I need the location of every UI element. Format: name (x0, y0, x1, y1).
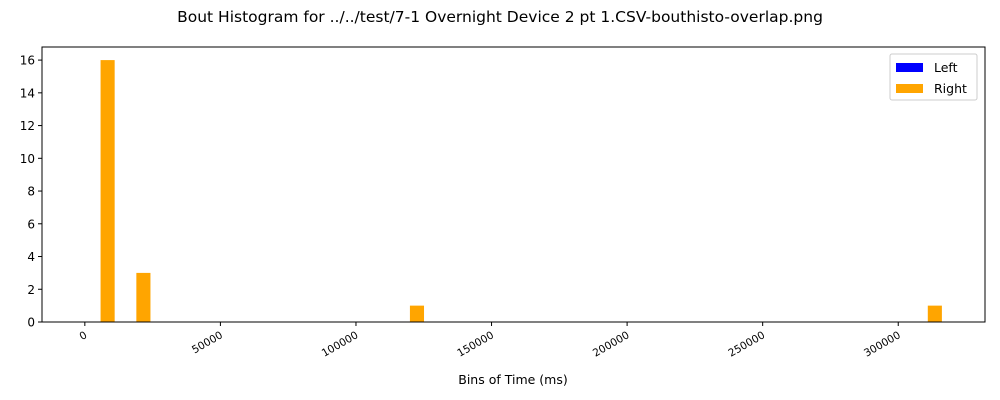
bars (100, 60, 942, 322)
x-axis-label: Bins of Time (ms) (458, 372, 568, 387)
x-axis: 0 50000 100000 150000 200000 250000 300000 (78, 322, 903, 360)
legend: Left Right (889, 53, 978, 101)
legend-swatch-right (896, 84, 923, 93)
bar-right-2 (409, 305, 425, 322)
legend-swatch-left (896, 63, 923, 72)
y-tick-label: 2 (27, 283, 35, 297)
x-tick-label: 150000 (455, 329, 496, 359)
y-tick-label: 12 (20, 119, 35, 133)
y-tick-label: 0 (27, 316, 35, 330)
bar-right-1 (136, 272, 151, 322)
x-tick-label: 250000 (726, 329, 767, 359)
x-tick-label: 0 (78, 329, 90, 343)
bar-right-3 (927, 305, 942, 322)
chart-title: Bout Histogram for ../../test/7-1 Overni… (177, 8, 823, 26)
legend-label-right: Right (934, 81, 967, 96)
y-tick-label: 8 (27, 185, 35, 199)
x-tick-label: 100000 (320, 329, 361, 359)
y-tick-label: 6 (27, 217, 35, 231)
bar-right-0 (100, 60, 115, 322)
y-tick-label: 4 (27, 250, 35, 264)
y-tick-label: 14 (20, 86, 35, 100)
x-tick-label: 200000 (591, 329, 632, 359)
plot-frame (41, 46, 986, 323)
x-tick-label: 50000 (190, 329, 225, 356)
y-tick-label: 10 (20, 152, 35, 166)
y-axis: 0 2 4 6 8 10 12 14 16 (20, 54, 42, 330)
legend-label-left: Left (934, 60, 958, 75)
y-tick-label: 16 (20, 54, 35, 68)
x-tick-label: 300000 (862, 329, 903, 359)
